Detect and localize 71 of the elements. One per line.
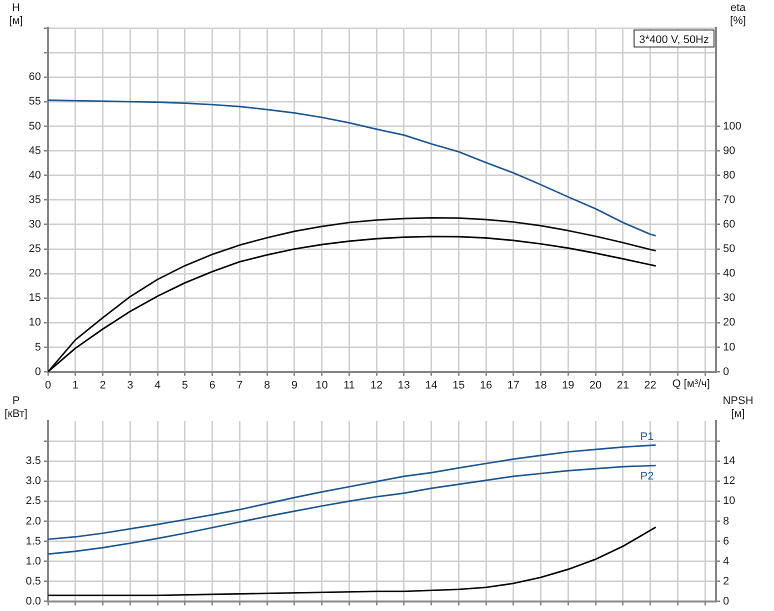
y2-tick-label: 30 (723, 292, 736, 304)
y-tick-label: 2.0 (26, 515, 41, 528)
x-tick-label: 21 (616, 379, 630, 392)
y-tick-label: 10 (28, 316, 41, 329)
y2-tick-label: 0 (723, 595, 730, 608)
x-tick-label: 16 (480, 379, 492, 392)
y-tick-label: 1.0 (26, 555, 41, 568)
y-tick-label: 50 (28, 120, 41, 132)
x-tick-label: 6 (209, 379, 216, 392)
y2-tick-label: 100 (723, 120, 742, 132)
x-tick-label: 0 (44, 379, 52, 392)
y2-tick-label: 70 (723, 194, 736, 206)
y-tick-label: 2.5 (26, 495, 41, 508)
y2-tick-label: 60 (723, 218, 736, 230)
y-tick-label: 20 (28, 268, 41, 280)
y2-tick-label: 80 (723, 169, 736, 182)
y-tick-label: 15 (28, 292, 41, 304)
y-tick-label: 0 (34, 366, 41, 378)
y2-tick-label: 40 (723, 268, 736, 280)
x-tick-label: 5 (182, 379, 188, 392)
x-tick-label: 10 (316, 379, 328, 392)
y-axis-title: H [м] (9, 2, 23, 27)
y2-tick-label: 4 (723, 555, 730, 568)
y2-tick-label: 6 (723, 535, 730, 548)
x-tick-label: 9 (291, 379, 298, 392)
y2-tick-label: 0 (723, 366, 730, 378)
y-tick-label: 3.0 (26, 475, 41, 488)
x-tick-label: 18 (534, 379, 547, 392)
y-tick-label: 0.5 (26, 575, 41, 588)
y2-axis-title: eta [%] (730, 2, 747, 27)
y-axis-title: P [кВт] (4, 395, 28, 420)
y-tick-label: 55 (28, 96, 41, 108)
series-label: P2 (640, 470, 654, 482)
y-tick-label: 30 (28, 218, 41, 230)
x-tick-label: 8 (264, 379, 270, 392)
y-tick-label: 25 (28, 243, 41, 256)
annotation: 3*400 V, 50Hz (639, 34, 710, 46)
x-tick-label: 11 (343, 379, 355, 392)
y-tick-label: 35 (28, 194, 41, 206)
x-tick-label: 20 (589, 379, 602, 392)
y-tick-label: 60 (28, 71, 41, 84)
x-tick-label: 15 (452, 379, 465, 392)
x-tick-label: 22 (644, 379, 656, 392)
y2-tick-label: 20 (723, 316, 736, 329)
x-tick-label: 2 (100, 379, 106, 392)
y2-tick-label: 8 (723, 515, 730, 528)
x-tick-label: 14 (425, 379, 438, 392)
x-tick-label: 12 (370, 379, 383, 392)
y-tick-label: 5 (34, 341, 41, 354)
y-tick-label: 0.0 (26, 595, 41, 608)
y2-axis-title: NPSH [м] (722, 395, 754, 420)
x-tick-label: 7 (236, 379, 243, 392)
y-tick-label: 45 (28, 144, 41, 157)
series-label: P1 (640, 431, 654, 444)
y-tick-label: 3.5 (26, 455, 41, 468)
y-tick-label: 1.5 (26, 535, 41, 548)
y2-tick-label: 10 (723, 341, 736, 354)
x-tick-label: 4 (154, 379, 161, 392)
x-tick-label: 13 (398, 379, 410, 392)
x-axis-title: Q [м³/ч] (672, 378, 710, 390)
y-tick-label: 40 (28, 169, 41, 182)
x-tick-label: 3 (127, 379, 134, 392)
x-tick-label: 1 (72, 379, 78, 392)
x-tick-label: 19 (562, 379, 574, 392)
y2-tick-label: 12 (723, 475, 736, 488)
y2-tick-label: 14 (723, 455, 736, 468)
y2-tick-label: 90 (723, 144, 736, 157)
y2-tick-label: 2 (723, 575, 730, 588)
y2-tick-label: 50 (723, 243, 736, 256)
y2-tick-label: 10 (723, 495, 736, 508)
x-tick-label: 17 (507, 379, 520, 392)
